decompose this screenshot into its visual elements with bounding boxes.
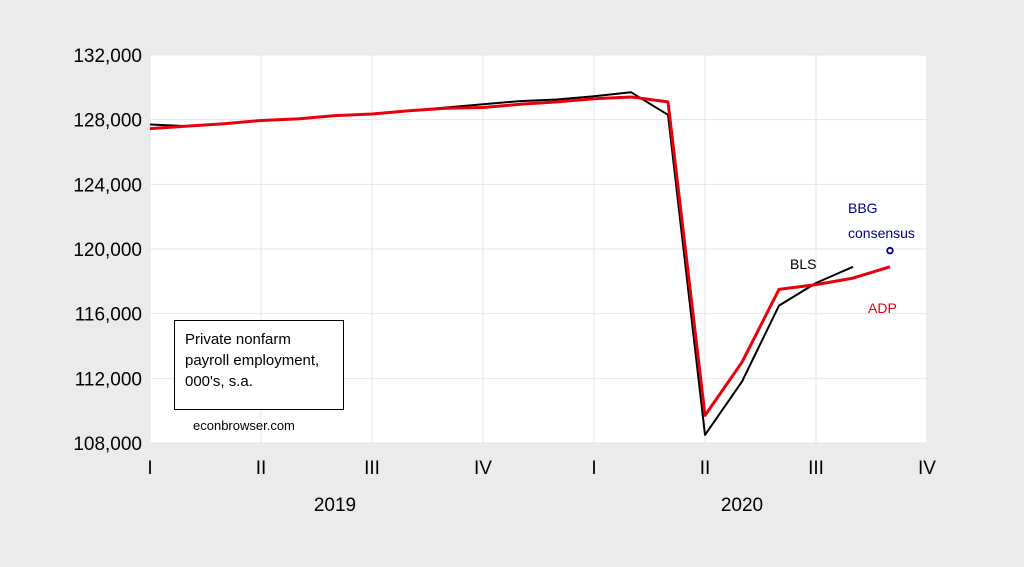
year-labels: 2019 2020: [314, 495, 763, 516]
x-tick-label: IV: [918, 458, 936, 479]
consensus-markers: [886, 246, 894, 255]
y-tick-label: 132,000: [73, 46, 142, 67]
y-tick-label: 112,000: [75, 369, 142, 390]
consensus-point: [886, 246, 894, 255]
y-tick-label: 108,000: [73, 434, 142, 455]
year-label: 2019: [314, 495, 356, 516]
title-line: Private nonfarm: [185, 331, 291, 348]
x-tick-label: I: [147, 458, 152, 479]
annotation-bbg2: consensus: [848, 225, 915, 241]
title-line: payroll employment,: [185, 352, 320, 369]
x-tick-label: I: [591, 458, 596, 479]
title-line: 000's, s.a.: [185, 373, 253, 390]
y-tick-label: 116,000: [75, 305, 142, 326]
x-tick-label: III: [364, 458, 380, 479]
series-line-adp: [149, 95, 891, 417]
y-tick-label: 124,000: [73, 175, 142, 196]
y-tick-label: 128,000: [73, 111, 142, 132]
annotation-adp: ADP: [868, 300, 897, 316]
x-tick-label: II: [256, 458, 267, 479]
y-axis-ticks: 132,000 128,000 124,000 120,000 116,000 112,0…: [73, 46, 142, 455]
source-credit: econbrowser.com: [193, 418, 295, 433]
series-lines: [149, 91, 891, 436]
x-tick-label: IV: [474, 458, 492, 479]
y-tick-label: 120,000: [73, 240, 142, 261]
x-tick-label: II: [700, 458, 711, 479]
year-label: 2020: [721, 495, 763, 516]
annotation-bls: BLS: [790, 256, 816, 272]
x-axis-ticks: I II III IV I II III IV: [147, 458, 936, 479]
annotations: BBG consensus BLS ADP: [790, 200, 915, 316]
chart-title-box: Private nonfarm payroll employment, 000'…: [174, 320, 344, 410]
annotation-bbg1: BBG: [848, 200, 878, 216]
x-tick-label: III: [808, 458, 824, 479]
